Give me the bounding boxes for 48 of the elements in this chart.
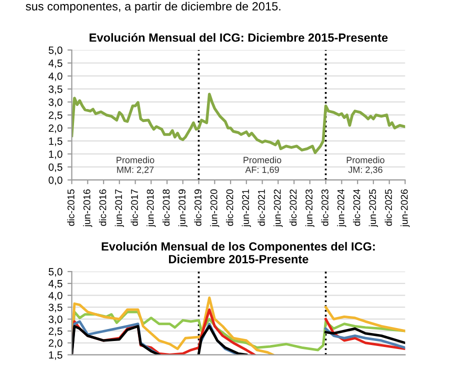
- chart-title: Evolución Mensual de los Componentes del ICG: Diciembre 2015-Presente: [102, 242, 375, 264]
- y-tick-label: 4,5: [48, 280, 62, 289]
- chart-title: Evolución Mensual del ICG: Diciembre 2015-Presente: [90, 33, 388, 42]
- y-tick-label: 1,5: [49, 138, 62, 146]
- x-tick-label: jun-2017: [114, 189, 124, 228]
- line-series: [72, 92, 406, 154]
- x-tick-label: jun-2016: [83, 189, 92, 228]
- x-tick-label: dic-2025: [384, 189, 392, 226]
- x-tick-label: dic-2018: [162, 189, 170, 226]
- x-tick-label: jun-2021: [242, 189, 251, 228]
- x-tick-label: dic-2017: [130, 189, 138, 226]
- y-tick-label: 1,5: [49, 351, 62, 360]
- y-tick-label: 0,0: [48, 176, 62, 186]
- y-tick-label: 4,5: [48, 60, 62, 68]
- annotation: Promedio MM: 2,27: [116, 156, 154, 174]
- x-tick-label: jun-2020: [210, 189, 220, 228]
- x-tick-label: jun-2019: [178, 189, 188, 228]
- y-tick-label: 5,0: [48, 46, 62, 56]
- y-tick-label: 5,0: [48, 268, 62, 277]
- x-tick-label: dic-2024: [353, 189, 360, 226]
- x-tick-label: jun-2023: [305, 189, 314, 228]
- y-tick-label: 4,0: [48, 72, 62, 82]
- y-tick-label: 2,0: [48, 124, 62, 134]
- x-tick-label: dic-2020: [226, 189, 234, 226]
- y-tick-label: 3,0: [48, 98, 62, 108]
- x-tick-label: dic-2016: [99, 189, 106, 226]
- y-tick-label: 1,0: [49, 150, 62, 160]
- y-tick-label: 3,0: [48, 316, 62, 324]
- x-tick-label: dic-2019: [194, 189, 202, 226]
- y-tick-label: 2,5: [48, 328, 62, 336]
- x-tick-label: dic-2023: [321, 189, 328, 226]
- x-tick-label: jun-2022: [274, 189, 283, 228]
- y-tick-label: 0,5: [48, 163, 62, 172]
- x-tick-label: dic-2022: [290, 189, 297, 226]
- y-tick-label: 3,5: [48, 304, 62, 312]
- x-tick-label: jun-2025: [368, 189, 378, 228]
- y-tick-label: 2,5: [48, 111, 62, 120]
- y-tick-label: 2,0: [48, 339, 62, 348]
- x-tick-label: jun-2026: [400, 189, 410, 228]
- x-tick-label: dic-2015: [67, 189, 74, 226]
- y-tick-label: 3,5: [48, 85, 62, 94]
- y-tick-label: 4,0: [48, 292, 62, 300]
- annotation: Promedio JM: 2,36: [346, 156, 384, 174]
- annotation: Promedio AF: 1,69: [244, 156, 282, 174]
- x-tick-label: jun-2024: [337, 189, 346, 228]
- text: sus componentes, a partir de diciembre de 2015.: [26, 2, 280, 13]
- x-tick-label: jun-2018: [146, 189, 156, 228]
- x-tick-label: dic-2021: [258, 189, 265, 226]
